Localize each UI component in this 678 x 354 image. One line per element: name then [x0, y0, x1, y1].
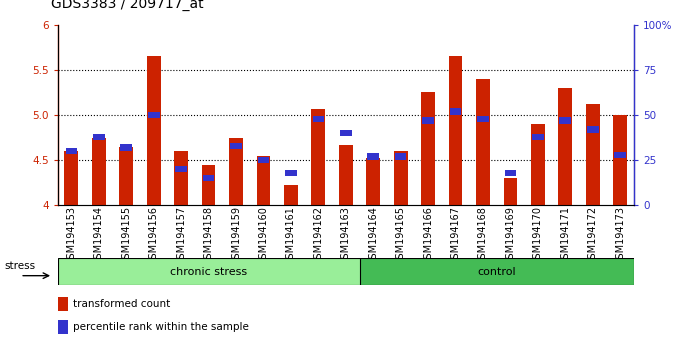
Text: GSM194159: GSM194159 — [231, 206, 241, 265]
Bar — [284, 185, 298, 205]
Bar — [313, 115, 324, 122]
Bar — [176, 166, 187, 172]
Bar — [394, 151, 407, 205]
Bar — [559, 117, 571, 124]
Bar — [58, 297, 68, 311]
Bar — [174, 151, 188, 205]
Bar — [559, 88, 572, 205]
Text: GSM194153: GSM194153 — [66, 206, 77, 265]
Text: GSM194169: GSM194169 — [505, 206, 515, 265]
Text: GSM194165: GSM194165 — [396, 206, 405, 265]
Bar — [64, 151, 78, 205]
Text: GSM194166: GSM194166 — [423, 206, 433, 265]
Text: GDS3383 / 209717_at: GDS3383 / 209717_at — [51, 0, 203, 11]
Text: GSM194171: GSM194171 — [560, 206, 570, 265]
Bar — [359, 258, 634, 285]
Text: GSM194158: GSM194158 — [203, 206, 214, 265]
Text: GSM194154: GSM194154 — [94, 206, 104, 265]
Bar — [285, 170, 297, 176]
Bar — [531, 124, 544, 205]
Text: GSM194173: GSM194173 — [615, 206, 625, 265]
Text: GSM194168: GSM194168 — [478, 206, 488, 265]
Bar — [339, 145, 353, 205]
Text: stress: stress — [5, 261, 36, 271]
Text: percentile rank within the sample: percentile rank within the sample — [73, 322, 249, 332]
Bar — [92, 138, 106, 205]
Bar — [147, 56, 161, 205]
Text: GSM194167: GSM194167 — [451, 206, 460, 265]
Bar — [504, 178, 517, 205]
Bar — [395, 153, 407, 160]
Text: GSM194170: GSM194170 — [533, 206, 543, 265]
Bar — [422, 117, 434, 124]
Bar — [366, 158, 380, 205]
Bar — [614, 115, 627, 205]
Text: GSM194156: GSM194156 — [148, 206, 159, 265]
Text: GSM194162: GSM194162 — [313, 206, 323, 265]
Bar — [203, 175, 214, 181]
Bar — [66, 148, 77, 154]
Bar — [340, 130, 352, 136]
Text: GSM194164: GSM194164 — [368, 206, 378, 265]
Bar — [202, 165, 216, 205]
Bar — [367, 153, 379, 160]
Bar — [311, 109, 325, 205]
Text: chronic stress: chronic stress — [170, 267, 247, 277]
Bar — [532, 133, 544, 140]
Text: control: control — [477, 267, 516, 277]
Bar — [477, 115, 489, 122]
Bar — [58, 258, 359, 285]
Bar — [450, 108, 462, 115]
Bar — [587, 126, 599, 133]
Text: GSM194163: GSM194163 — [341, 206, 351, 265]
Bar — [421, 92, 435, 205]
Text: GSM194160: GSM194160 — [258, 206, 268, 265]
Bar — [229, 138, 243, 205]
Bar — [148, 112, 159, 118]
Bar — [256, 156, 271, 205]
Bar — [258, 157, 269, 163]
Text: GSM194161: GSM194161 — [286, 206, 296, 265]
Text: transformed count: transformed count — [73, 299, 170, 309]
Bar — [504, 170, 516, 176]
Bar — [614, 152, 626, 158]
Bar — [58, 320, 68, 334]
Bar — [586, 104, 599, 205]
Bar — [476, 79, 490, 205]
Bar — [119, 147, 133, 205]
Text: GSM194172: GSM194172 — [588, 206, 598, 266]
Bar — [230, 143, 242, 149]
Bar — [93, 133, 104, 140]
Bar — [121, 144, 132, 151]
Text: GSM194157: GSM194157 — [176, 206, 186, 266]
Bar — [449, 56, 462, 205]
Text: GSM194155: GSM194155 — [121, 206, 132, 266]
